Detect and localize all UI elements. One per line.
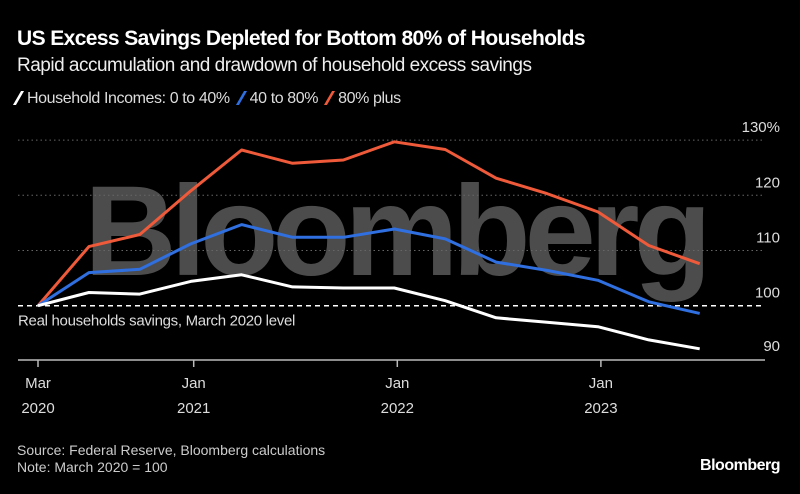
legend: Household Incomes: 0 to 40% 40 to 80% 80… xyxy=(12,90,401,108)
y-tick-label: 120 xyxy=(755,174,780,191)
legend-label: Household Incomes: 0 to 40% xyxy=(27,90,230,107)
x-tick-label: Mar xyxy=(25,375,51,392)
footnotes: Source: Federal Reserve, Bloomberg calcu… xyxy=(17,442,325,476)
series-line-40-to-80- xyxy=(37,223,701,315)
x-tick-label: 2022 xyxy=(381,400,414,417)
y-tick-label: 100 xyxy=(755,285,780,302)
legend-label: 80% plus xyxy=(338,90,401,107)
chart-title: US Excess Savings Depleted for Bottom 80… xyxy=(17,27,586,50)
y-tick-label: 90 xyxy=(763,338,780,355)
y-tick-label: 110 xyxy=(756,230,780,247)
x-tick-label: Jan xyxy=(385,375,409,392)
legend-label: 40 to 80% xyxy=(249,90,319,107)
reference-label: Real households savings, March 2020 leve… xyxy=(18,313,295,330)
source-text: Source: Federal Reserve, Bloomberg calcu… xyxy=(17,442,326,458)
chart-subtitle: Rapid accumulation and drawdown of house… xyxy=(17,55,532,76)
x-tick-label: 2023 xyxy=(584,400,617,417)
legend-item-40-80: 40 to 80% xyxy=(235,90,319,108)
legend-item-0-40: Household Incomes: 0 to 40% xyxy=(12,90,230,108)
x-tick-label: 2021 xyxy=(177,400,210,417)
series-line-80-plus xyxy=(36,140,701,307)
x-tick-label: 2020 xyxy=(21,400,54,417)
note-text: Note: March 2020 = 100 xyxy=(17,459,168,475)
series-line-0-to-40- xyxy=(37,273,700,351)
bloomberg-logo: Bloomberg xyxy=(700,457,780,474)
watermark: Bloomberg xyxy=(84,160,706,303)
y-tick-label: 130% xyxy=(742,119,780,136)
x-tick-label: Jan xyxy=(589,375,613,392)
legend-item-80-plus: 80% plus xyxy=(324,90,401,108)
x-tick-label: Jan xyxy=(182,375,206,392)
